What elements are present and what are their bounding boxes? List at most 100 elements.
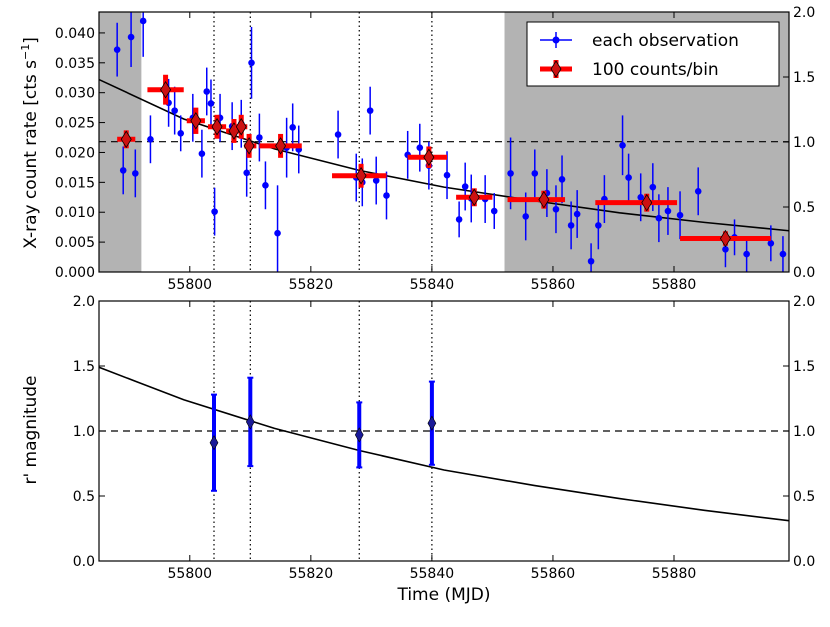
observation-marker [203, 88, 211, 95]
observation-marker [416, 144, 424, 151]
binned-marker [160, 80, 172, 99]
binned-marker [355, 167, 367, 185]
bottom-xtick-label: 55860 [531, 566, 576, 582]
bottom-ytick-label: 1.0 [73, 424, 95, 440]
top-xtick-label: 55840 [410, 277, 455, 293]
observation-marker [595, 222, 602, 229]
x-axis-label: Time (MJD) [396, 585, 490, 605]
observation-point [127, 12, 135, 67]
magnitude-marker [245, 414, 255, 430]
binned-point [456, 188, 493, 207]
top-xtick-label: 55800 [168, 277, 213, 293]
observation-marker [676, 211, 684, 219]
observation-marker [664, 207, 672, 215]
observation-point [743, 236, 750, 272]
magnitude-point [354, 401, 364, 469]
observation-point [113, 22, 121, 77]
legend-binned-marker [550, 60, 562, 78]
bottom-right-ytick-label: 1.0 [793, 424, 815, 440]
binned-marker [641, 193, 653, 212]
observation-point [383, 171, 390, 220]
observation-marker [567, 222, 575, 229]
bottom-right-ytick-label: 0.5 [793, 489, 815, 505]
bottom-ytick-label: 2.0 [73, 294, 95, 310]
legend: each observation 100 counts/bin [526, 21, 780, 87]
top-ytick-label: 0.015 [55, 175, 95, 191]
top-y-axis-label: X-ray count rate [cts s−1] [19, 37, 41, 249]
observation-marker [366, 107, 374, 114]
shaded-region-0 [99, 12, 142, 272]
observation-point [248, 26, 255, 99]
observation-point [587, 243, 595, 272]
bottom-right-ytick-label: 0.0 [793, 554, 815, 570]
observation-marker [587, 257, 595, 265]
bottom-right-ytick-label: 2.0 [793, 294, 815, 310]
legend-box [526, 21, 780, 87]
observation-point [595, 201, 602, 250]
observation-marker [171, 107, 178, 114]
observation-point [274, 185, 281, 272]
observation-point [531, 149, 539, 198]
observation-marker [507, 170, 514, 177]
binned-marker [243, 137, 255, 155]
bottom-xtick-label: 55880 [652, 566, 697, 582]
observation-marker [372, 177, 380, 184]
top-ytick-label: 0.005 [55, 235, 95, 251]
top-ytick-label: 0.030 [55, 86, 95, 102]
observation-marker [779, 250, 787, 258]
binned-marker [423, 148, 435, 166]
top-xtick-label: 55880 [652, 277, 697, 293]
binned-marker [235, 118, 247, 136]
observation-marker [455, 216, 463, 223]
observation-point [767, 225, 775, 262]
observation-point [625, 153, 632, 202]
observation-point [694, 167, 702, 216]
legend-observation-label: each observation [592, 31, 739, 51]
observation-marker [694, 188, 702, 195]
observation-marker [625, 174, 632, 181]
bottom-right-ytick-label: 1.5 [793, 359, 815, 375]
binned-point [117, 130, 136, 149]
observation-marker [211, 208, 218, 215]
bottom-xtick-label: 55820 [289, 566, 334, 582]
observation-marker [461, 183, 469, 190]
observation-point [119, 146, 127, 195]
observation-marker [262, 182, 269, 189]
observation-marker [522, 213, 530, 220]
top-right-ytick-label: 0.5 [793, 200, 815, 216]
top-ytick-label: 0.040 [55, 26, 95, 42]
observation-marker [139, 17, 147, 25]
observation-marker [119, 167, 127, 174]
observation-marker [655, 214, 663, 222]
binned-marker [275, 137, 287, 155]
observation-marker [743, 250, 750, 258]
observation-marker [274, 229, 281, 237]
observation-marker [256, 134, 263, 141]
magnitude-point [245, 376, 255, 468]
observation-marker [552, 205, 560, 213]
binned-point [243, 133, 257, 158]
observation-point [372, 156, 380, 205]
observation-marker [573, 210, 581, 218]
observation-marker [722, 245, 729, 253]
top-right-ytick-label: 1.5 [793, 70, 815, 86]
observation-point [567, 201, 575, 250]
observation-point [177, 115, 185, 152]
observation-point [779, 236, 787, 272]
observation-marker [147, 136, 154, 143]
binned-point [207, 114, 227, 139]
observation-marker [334, 131, 342, 138]
bottom-xtick-label: 55800 [168, 566, 213, 582]
top-right-ytick-label: 1.0 [793, 135, 815, 151]
observation-point [552, 185, 560, 234]
binned-point [680, 229, 771, 248]
top-xtick-label: 55860 [531, 277, 576, 293]
observation-point [490, 193, 498, 229]
observation-point [455, 201, 463, 238]
observation-point [573, 190, 581, 238]
observation-point [366, 86, 374, 135]
bottom-frame [98, 300, 790, 562]
observation-marker [113, 46, 121, 53]
binned-point [147, 74, 184, 105]
